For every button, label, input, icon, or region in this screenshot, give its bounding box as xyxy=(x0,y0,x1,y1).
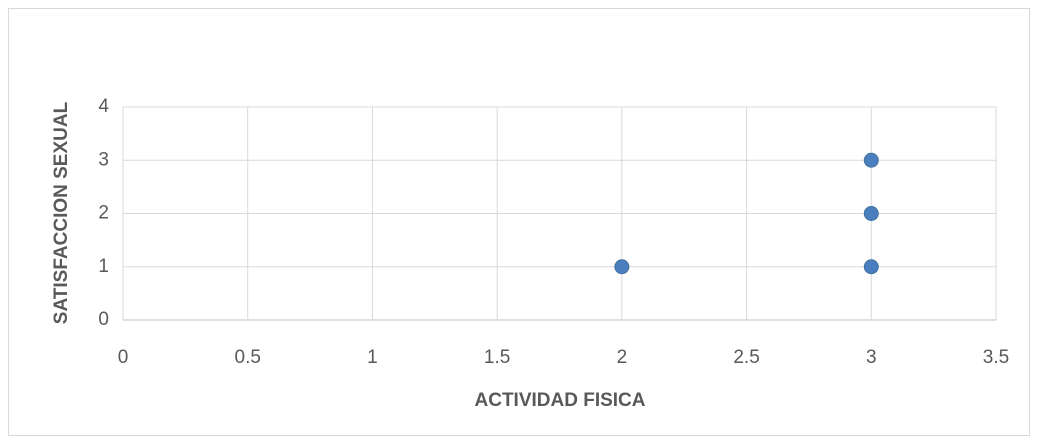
y-tick-label: 4 xyxy=(98,96,109,117)
x-tick-label: 3 xyxy=(866,347,877,368)
y-tick-label: 0 xyxy=(98,309,109,330)
scatter-point xyxy=(863,152,879,168)
x-axis-title: ACTIVIDAD FISICA xyxy=(475,390,646,411)
x-tick-label: 2 xyxy=(617,347,628,368)
x-tick-label: 0 xyxy=(118,347,129,368)
scatter-point xyxy=(863,259,879,275)
x-tick-label: 2.5 xyxy=(733,347,759,368)
y-tick-label: 3 xyxy=(98,149,109,170)
scatter-point xyxy=(614,259,630,275)
x-tick-label: 1.5 xyxy=(484,347,510,368)
chart-border xyxy=(8,8,1030,436)
y-axis-title: SATISFACCION SEXUAL xyxy=(51,101,72,324)
y-tick-label: 2 xyxy=(98,203,109,224)
y-tick-label: 1 xyxy=(98,256,109,277)
x-tick-label: 1 xyxy=(367,347,378,368)
x-tick-label: 3.5 xyxy=(983,347,1009,368)
x-tick-label: 0.5 xyxy=(235,347,261,368)
scatter-point xyxy=(863,206,879,221)
